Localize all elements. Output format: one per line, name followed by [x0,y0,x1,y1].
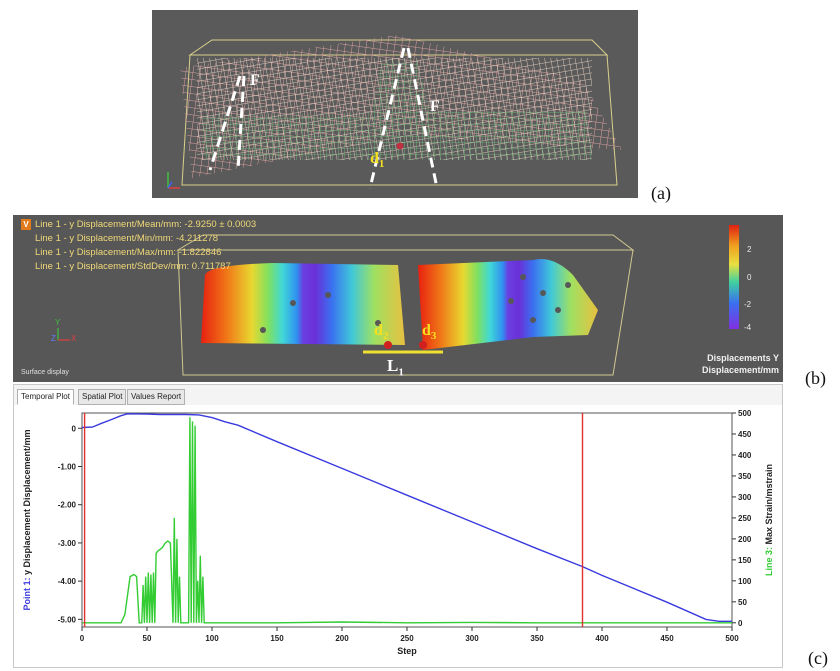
series-strain-line [82,417,732,624]
panel-label-c: (c) [808,648,828,668]
right-tick-label: 450 [738,430,752,439]
colorbar-tick: -2 [744,300,752,309]
colorbar [729,225,739,329]
viewer-badge: V [21,219,31,230]
point-d1-marker [396,142,404,150]
right-tick-label: 50 [738,598,747,607]
panel-label-a: (a) [651,183,671,203]
point-label-d2: d2 [374,322,389,343]
force-label-left: F [250,72,260,89]
left-tick-label: -3.00 [58,539,77,548]
left-tick-label: 0 [72,424,77,433]
left-tick-label: -1.00 [58,463,77,472]
point-label-d3: d3 [422,322,437,343]
right-tick-label: 0 [738,619,743,628]
force-label-right: F [430,98,440,115]
stat-mean: Line 1 - y Displacement/Mean/mm: -2.9250… [35,219,257,230]
colorbar-unit: Displacement/mm [701,365,779,375]
left-axis-label: Point 1: y Displacement Displacement/mm [22,429,32,610]
x-tick-label: 450 [660,634,674,643]
surface-left-half [201,263,405,345]
x-axis-label: Step [397,646,417,656]
x-tick-label: 150 [270,634,284,643]
x-tick-label: 250 [400,634,414,643]
x-tick-label: 300 [465,634,479,643]
x-tick-label: 350 [530,634,544,643]
right-tick-label: 400 [738,451,752,460]
left-tick-label: -5.00 [58,615,77,624]
tab-values-report[interactable]: Values Report [127,389,186,405]
surface-display-label: Surface display [21,369,69,376]
x-tick-label: 100 [205,634,219,643]
x-tick-label: 0 [80,634,85,643]
plot-panel: Temporal Plot Spatial Plot Values Report… [13,384,783,668]
panel-label-b: (b) [805,368,826,388]
colorbar-tick: 0 [747,273,752,282]
tab-temporal-plot[interactable]: Temporal Plot [17,389,74,405]
x-tick-label: 50 [143,634,152,643]
left-tick-label: -2.00 [58,501,77,510]
right-tick-label: 150 [738,556,752,565]
right-tick-label: 350 [738,472,752,481]
left-tick-label: -4.00 [58,577,77,586]
right-tick-label: 200 [738,535,752,544]
stat-stddev: Line 1 - y Displacement/StdDev/mm: 0.711… [35,261,231,272]
point-d3-marker [419,341,427,349]
force-line-left-outer [208,75,242,171]
line-label-l1: L1 [387,356,404,379]
axis-z-label: Z [51,334,56,343]
colorbar-title: Displacements Y [707,353,779,363]
mesh-render [167,35,622,189]
axis-x-label: X [71,334,77,343]
displacement-viewport: V Line 1 - y Displacement/Mean/mm: -2.92… [13,215,783,382]
right-tick-label: 100 [738,577,752,586]
colorbar-tick: 2 [747,245,752,254]
x-tick-label: 400 [595,634,609,643]
right-tick-label: 300 [738,493,752,502]
point-d2-marker [384,341,392,349]
axis-y-label: Y [55,318,61,327]
mesh-viewport: F F d1 [152,10,638,198]
displacement-surface [57,225,739,376]
colorbar-tick: -4 [744,323,752,332]
point-label-d1: d1 [370,150,385,171]
stat-min: Line 1 - y Displacement/Min/mm: -4.21127… [35,233,219,244]
right-axis-label: Line 3: Max Strain/mstrain [764,464,774,576]
right-tick-label: 500 [738,409,752,418]
series-displacement-line [81,413,732,623]
stat-max: Line 1 - y Displacement/Max/mm: -1.82284… [35,247,222,258]
x-tick-label: 200 [335,634,349,643]
force-line-right-outer [368,47,406,189]
force-line-right-inner [406,47,439,189]
tab-spatial-plot[interactable]: Spatial Plot [78,389,127,405]
right-tick-label: 250 [738,514,752,523]
surface-right-half [418,259,598,350]
x-tick-label: 500 [725,634,739,643]
temporal-chart: 0 50 100 150 200 250 300 350 400 450 500Step0-1.00… [14,405,782,667]
